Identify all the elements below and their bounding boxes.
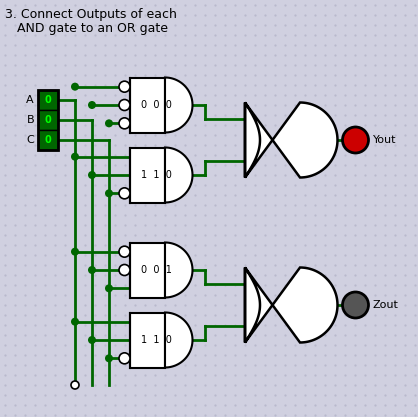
Circle shape	[119, 264, 130, 276]
Polygon shape	[245, 267, 337, 342]
Polygon shape	[130, 78, 165, 133]
Circle shape	[119, 353, 130, 364]
Bar	[38, 90, 58, 110]
Text: 0  0  0: 0 0 0	[141, 100, 172, 110]
Circle shape	[342, 127, 369, 153]
Text: 3. Connect Outputs of each: 3. Connect Outputs of each	[5, 8, 177, 21]
Circle shape	[88, 266, 96, 274]
Text: 0: 0	[45, 135, 51, 145]
Text: 0: 0	[45, 115, 51, 125]
Circle shape	[88, 101, 96, 109]
Polygon shape	[165, 78, 193, 133]
Text: Yout: Yout	[372, 135, 396, 145]
Polygon shape	[130, 148, 165, 203]
Circle shape	[71, 248, 79, 256]
Polygon shape	[165, 148, 193, 203]
Circle shape	[88, 171, 96, 179]
Text: 1  1  0: 1 1 0	[141, 170, 172, 180]
Circle shape	[71, 153, 79, 161]
Circle shape	[71, 83, 79, 90]
Circle shape	[342, 292, 369, 318]
Text: 0  0  1: 0 0 1	[141, 265, 172, 275]
Text: 1  1  0: 1 1 0	[141, 335, 172, 345]
Circle shape	[119, 246, 130, 257]
Polygon shape	[165, 243, 193, 297]
Circle shape	[105, 189, 113, 197]
Circle shape	[105, 284, 113, 292]
Bar	[38, 110, 58, 130]
Text: Zout: Zout	[372, 300, 398, 310]
Text: AND gate to an OR gate: AND gate to an OR gate	[5, 22, 168, 35]
Text: A: A	[26, 95, 34, 105]
Polygon shape	[130, 312, 165, 367]
Circle shape	[71, 318, 79, 326]
Circle shape	[71, 381, 79, 389]
Bar	[38, 90, 58, 150]
Circle shape	[105, 354, 113, 362]
Circle shape	[105, 119, 113, 127]
Bar	[38, 130, 58, 150]
Polygon shape	[245, 103, 337, 178]
Circle shape	[88, 336, 96, 344]
Text: 0: 0	[45, 95, 51, 105]
Circle shape	[119, 188, 130, 199]
Circle shape	[119, 118, 130, 129]
Text: C: C	[26, 135, 34, 145]
Circle shape	[119, 81, 130, 92]
Text: B: B	[26, 115, 34, 125]
Circle shape	[119, 100, 130, 111]
Polygon shape	[165, 312, 193, 367]
Polygon shape	[130, 243, 165, 297]
